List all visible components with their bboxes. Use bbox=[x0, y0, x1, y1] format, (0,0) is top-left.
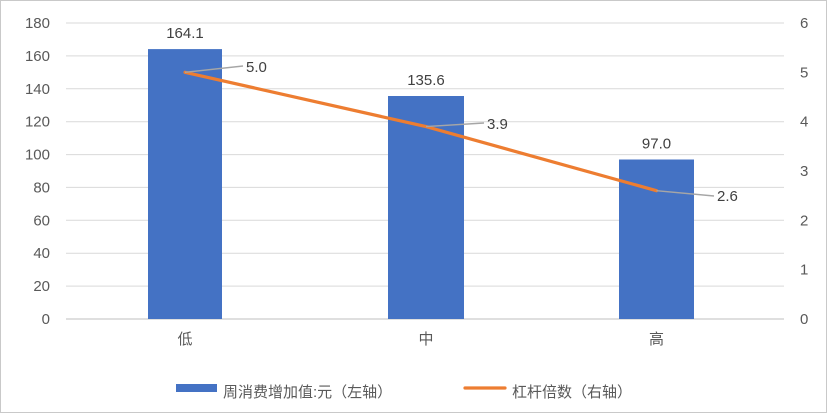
svg-text:160: 160 bbox=[25, 48, 50, 65]
svg-text:2: 2 bbox=[800, 212, 808, 229]
svg-text:5.0: 5.0 bbox=[246, 59, 267, 76]
svg-text:100: 100 bbox=[25, 147, 50, 164]
svg-text:3: 3 bbox=[800, 163, 808, 180]
svg-text:5: 5 bbox=[800, 64, 808, 81]
svg-text:140: 140 bbox=[25, 81, 50, 98]
svg-text:180: 180 bbox=[25, 15, 50, 32]
svg-text:164.1: 164.1 bbox=[166, 25, 204, 42]
svg-text:2.6: 2.6 bbox=[717, 188, 738, 205]
svg-text:0: 0 bbox=[42, 311, 50, 328]
svg-text:中: 中 bbox=[418, 331, 433, 348]
svg-text:40: 40 bbox=[33, 245, 50, 262]
svg-text:6: 6 bbox=[800, 15, 808, 32]
svg-text:周消费增加值:元（左轴）: 周消费增加值:元（左轴） bbox=[223, 384, 392, 401]
svg-text:120: 120 bbox=[25, 114, 50, 131]
svg-text:1: 1 bbox=[800, 262, 808, 279]
svg-text:杠杆倍数（右轴）: 杠杆倍数（右轴） bbox=[512, 384, 632, 401]
svg-text:135.6: 135.6 bbox=[407, 72, 445, 89]
svg-text:高: 高 bbox=[649, 331, 664, 348]
svg-text:低: 低 bbox=[177, 331, 192, 348]
svg-text:4: 4 bbox=[800, 114, 808, 131]
svg-text:3.9: 3.9 bbox=[487, 116, 508, 133]
svg-text:0: 0 bbox=[800, 311, 808, 328]
svg-text:20: 20 bbox=[33, 278, 50, 295]
svg-text:80: 80 bbox=[33, 179, 50, 196]
svg-text:97.0: 97.0 bbox=[642, 136, 671, 153]
svg-text:60: 60 bbox=[33, 212, 50, 229]
